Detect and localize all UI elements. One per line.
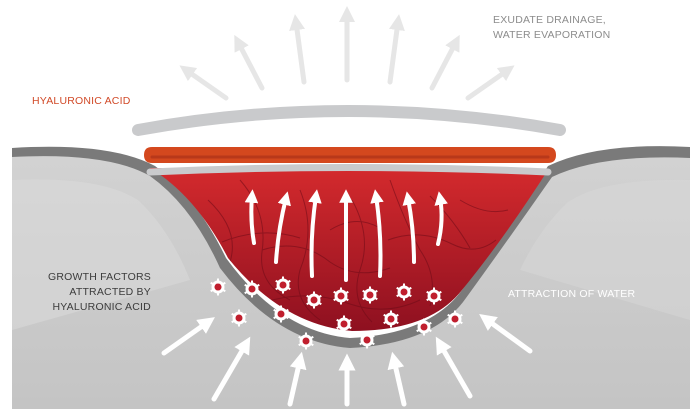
growth-factors-label-line: GROWTH FACTORS bbox=[48, 271, 151, 283]
tissue-highlight bbox=[520, 179, 690, 320]
exudate-drainage-label: EXUDATE DRAINAGE, WATER EVAPORATION bbox=[493, 13, 610, 43]
growth-factor-icon bbox=[396, 283, 412, 301]
growth-factor-icon bbox=[447, 310, 463, 328]
growth-factor-icon bbox=[275, 276, 291, 294]
dressing-bottom-layer bbox=[146, 164, 552, 176]
growth-factor-icon bbox=[273, 305, 289, 323]
fibrin-network bbox=[207, 179, 509, 323]
water-arrow bbox=[287, 351, 307, 407]
water-arrow bbox=[479, 314, 533, 354]
uptake-arrow bbox=[274, 191, 291, 264]
evaporation-arrow bbox=[289, 14, 307, 85]
evaporation-arrow bbox=[179, 65, 229, 101]
evaporation-arrow bbox=[465, 65, 515, 101]
exudate-label-line: EXUDATE DRAINAGE, bbox=[493, 14, 606, 26]
growth-factors-label: GROWTH FACTORS ATTRACTED BY HYALURONIC A… bbox=[48, 270, 151, 315]
evaporation-arrow bbox=[387, 14, 405, 85]
growth-factor-icon bbox=[333, 287, 349, 305]
water-arrow bbox=[211, 336, 251, 402]
water-arrow bbox=[387, 351, 407, 407]
uptake-arrow bbox=[370, 189, 384, 278]
uptake-arrow bbox=[308, 189, 322, 278]
growth-factor-icon bbox=[336, 315, 352, 333]
evaporation-arrows bbox=[179, 5, 515, 101]
uptake-arrow bbox=[244, 189, 259, 245]
evaporation-arrow bbox=[234, 34, 265, 91]
growth-factor-icon bbox=[359, 331, 375, 349]
growth-factor-icon bbox=[383, 310, 399, 328]
tissue-highlight bbox=[12, 179, 190, 330]
water-attraction-arrows bbox=[161, 314, 533, 407]
uptake-arrow bbox=[402, 191, 416, 264]
hyaluronic-acid-label-text: HYALURONIC ACID bbox=[32, 95, 131, 107]
growth-factor-icon bbox=[231, 309, 247, 327]
attraction-of-water-label: ATTRACTION OF WATER bbox=[508, 287, 635, 302]
dressing-top-layer bbox=[132, 105, 566, 136]
water-arrow bbox=[161, 317, 215, 356]
growth-factor-icon bbox=[210, 278, 226, 296]
uptake-arrow bbox=[434, 191, 448, 246]
growth-factor-icon bbox=[426, 287, 442, 305]
growth-factor-icon bbox=[298, 332, 314, 350]
growth-factor-icon bbox=[362, 286, 378, 304]
water-arrow bbox=[435, 336, 473, 399]
growth-factor-icon bbox=[244, 280, 260, 298]
growth-factor-icon bbox=[416, 318, 432, 336]
hyaluronic-acid-layer bbox=[144, 147, 556, 163]
exudate-label-line: WATER EVAPORATION bbox=[493, 29, 611, 41]
evaporation-arrow bbox=[429, 34, 460, 91]
fluid-uptake-arrows bbox=[244, 189, 448, 282]
growth-factor-icon bbox=[306, 291, 322, 309]
growth-factors bbox=[210, 276, 463, 350]
growth-factors-label-line: ATTRACTED BY bbox=[69, 286, 151, 298]
attraction-of-water-label-text: ATTRACTION OF WATER bbox=[508, 288, 636, 300]
growth-factors-label-line: HYALURONIC ACID bbox=[52, 301, 151, 313]
hyaluronic-acid-label: HYALURONIC ACID bbox=[32, 94, 131, 109]
